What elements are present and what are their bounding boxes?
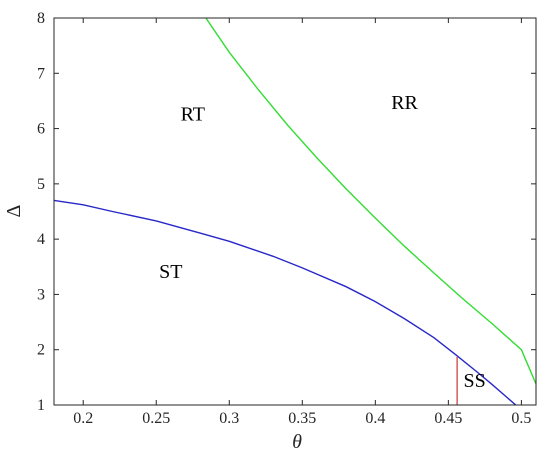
region-label-st: ST [159,261,182,283]
plot-area [54,18,536,405]
x-tick-label: 0.45 [434,410,462,427]
x-tick-label: 0.4 [365,410,385,427]
region-label-rr: RR [391,92,418,114]
x-tick-label: 0.5 [511,410,531,427]
y-tick-label: 6 [37,121,45,138]
y-tick-label: 5 [37,176,45,193]
series-line-1 [54,199,517,405]
x-tick-label: 0.35 [288,410,316,427]
region-labels: RT RR ST SS [159,92,486,392]
y-tick-label: 4 [37,231,45,248]
y-tick-label: 1 [37,397,45,414]
y-tick-label: 7 [37,65,45,82]
x-tick-label: 0.25 [142,410,170,427]
x-axis-label: θ [292,431,302,453]
y-tick-label: 3 [37,286,45,303]
y-tick-label: 2 [37,342,45,359]
y-tick-label: 8 [37,10,45,27]
series-line-2 [205,18,536,385]
region-label-rt: RT [181,103,205,125]
x-tick-label: 0.2 [73,410,93,427]
x-tick-label: 0.3 [219,410,239,427]
y-axis-label: Δ [3,204,25,217]
region-label-ss: SS [464,370,486,392]
x-axis-ticks: 0.2 0.25 0.3 0.35 0.4 0.45 0.5 [73,18,531,427]
plot-frame [53,17,537,406]
